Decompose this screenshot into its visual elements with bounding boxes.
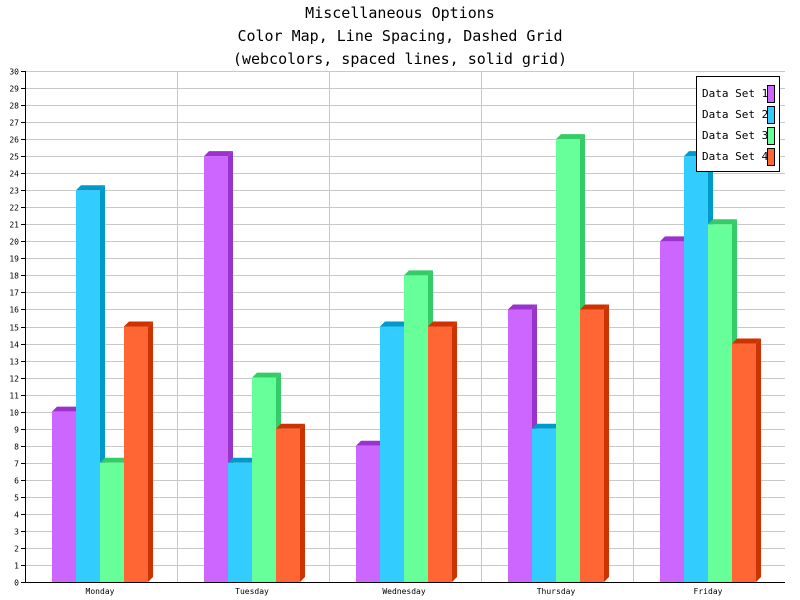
- bar-top-face: [204, 151, 233, 157]
- bar-top-face: [660, 236, 689, 242]
- y-tick-label: 18: [9, 272, 19, 281]
- chart-subtitle-2: (webcolors, spaced lines, solid grid): [232, 50, 568, 68]
- bar: [252, 377, 276, 582]
- y-tick-label: 24: [9, 170, 19, 179]
- bar-top-face: [732, 338, 761, 344]
- legend-item-data-set-2: Data Set 2: [697, 104, 781, 125]
- y-tick-label: 10: [9, 409, 19, 418]
- bar-side-face: [604, 304, 609, 582]
- bar: [228, 462, 252, 582]
- y-tick-label: 2: [14, 545, 19, 554]
- chart-subtitle-1: Color Map, Line Spacing, Dashed Grid: [237, 27, 563, 45]
- legend-item-data-set-1: Data Set 1: [697, 83, 781, 104]
- bar-top-face: [556, 134, 585, 140]
- y-tick-label: 20: [9, 238, 19, 247]
- y-tick-label: 22: [9, 204, 19, 213]
- bar-top-face: [508, 304, 537, 310]
- bar: [580, 309, 604, 582]
- bar-top-face: [532, 423, 561, 429]
- bar-top-face: [76, 185, 105, 191]
- bar: [204, 156, 228, 582]
- bar: [124, 326, 148, 582]
- x-tick-label: Wednesday: [382, 587, 426, 596]
- y-tick-label: 15: [9, 324, 19, 333]
- x-tick-label: Tuesday: [235, 587, 269, 596]
- y-tick-label: 12: [9, 375, 19, 384]
- y-tick-label: 23: [9, 187, 19, 196]
- bar: [708, 224, 732, 583]
- y-tick-label: 8: [14, 443, 19, 452]
- y-tick-label: 13: [9, 358, 19, 367]
- y-tick-label: 5: [14, 494, 19, 503]
- bar-top-face: [580, 304, 609, 310]
- bar-top-face: [708, 219, 737, 225]
- y-tick-label: 14: [9, 341, 19, 350]
- y-tick-label: 0: [14, 579, 19, 588]
- bar-top-face: [124, 321, 153, 327]
- legend-label: Data Set 2: [702, 108, 769, 121]
- bar-top-face: [356, 440, 385, 446]
- legend-swatch: [767, 148, 775, 166]
- bar-top-face: [52, 406, 81, 412]
- y-tick-label: 6: [14, 477, 19, 486]
- y-tick-label: 3: [14, 528, 19, 537]
- bar-top-face: [404, 270, 433, 276]
- bar-top-face: [428, 321, 457, 327]
- y-tick-label: 29: [9, 85, 19, 94]
- bar-top-face: [228, 457, 257, 463]
- y-tick-label: 7: [14, 460, 19, 469]
- x-tick-label: Thursday: [537, 587, 576, 596]
- bar: [100, 462, 124, 582]
- bar-top-face: [252, 372, 281, 378]
- legend-label: Data Set 1: [702, 87, 769, 100]
- legend-swatch: [767, 106, 775, 124]
- bar-side-face: [300, 423, 305, 582]
- bar: [76, 190, 100, 582]
- chart-title: Miscellaneous Options: [305, 4, 495, 22]
- y-tick-label: 26: [9, 136, 19, 145]
- legend-label: Data Set 4: [702, 150, 769, 163]
- bar-top-face: [276, 423, 305, 429]
- y-tick-label: 19: [9, 255, 19, 264]
- y-tick-label: 30: [9, 68, 19, 77]
- legend-swatch: [767, 85, 775, 103]
- y-tick-label: 11: [9, 392, 19, 401]
- legend-item-data-set-4: Data Set 4: [697, 146, 781, 167]
- bar-top-face: [380, 321, 409, 327]
- y-tick-label: 4: [14, 511, 19, 520]
- y-tick-label: 28: [9, 102, 19, 111]
- bar: [428, 326, 452, 582]
- bar: [276, 428, 300, 582]
- x-tick-label: Friday: [694, 587, 723, 596]
- y-tick-label: 9: [14, 426, 19, 435]
- bar: [404, 275, 428, 582]
- legend-label: Data Set 3: [702, 129, 769, 142]
- y-tick-label: 21: [9, 221, 19, 230]
- y-tick-label: 17: [9, 289, 19, 298]
- bar: [52, 411, 76, 582]
- legend-item-data-set-3: Data Set 3: [697, 125, 781, 146]
- x-tick-label: Monday: [86, 587, 115, 596]
- bar: [660, 241, 684, 583]
- bar-side-face: [452, 321, 457, 582]
- bar-side-face: [148, 321, 153, 582]
- bar: [684, 156, 708, 582]
- y-tick-label: 27: [9, 119, 19, 128]
- legend: Data Set 1 Data Set 2 Data Set 3 Data Se…: [696, 76, 780, 172]
- y-tick-label: 25: [9, 153, 19, 162]
- bar: [532, 428, 556, 582]
- bar: [508, 309, 532, 582]
- y-tick-label: 16: [9, 306, 19, 315]
- bar-side-face: [756, 338, 761, 582]
- bar: [380, 326, 404, 582]
- legend-swatch: [767, 127, 775, 145]
- bar: [732, 343, 756, 582]
- y-tick-label: 1: [14, 562, 19, 571]
- bar: [556, 139, 580, 582]
- bar-top-face: [100, 457, 129, 463]
- bar: [356, 445, 380, 582]
